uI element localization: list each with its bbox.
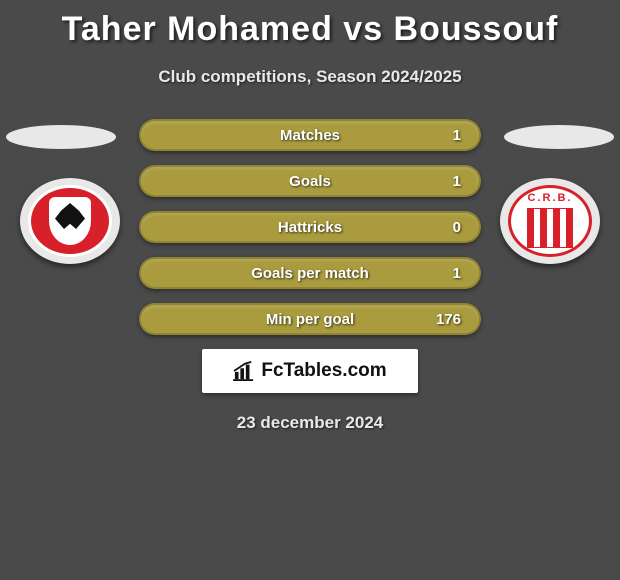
brand-box: FcTables.com — [202, 349, 418, 393]
stat-value: 1 — [453, 167, 461, 195]
page-subtitle: Club competitions, Season 2024/2025 — [0, 67, 620, 87]
stat-value: 176 — [436, 305, 461, 333]
brand-text: FcTables.com — [261, 360, 386, 382]
stat-label: Goals — [141, 167, 479, 195]
page-title: Taher Mohamed vs Boussouf — [0, 0, 620, 49]
stat-bar-goals-per-match: Goals per match 1 — [139, 257, 481, 289]
stat-bar-matches: Matches 1 — [139, 119, 481, 151]
stat-bar-min-per-goal: Min per goal 176 — [139, 303, 481, 335]
stat-value: 1 — [453, 121, 461, 149]
stat-value: 0 — [453, 213, 461, 241]
stat-label: Min per goal — [141, 305, 479, 333]
stats-container: Matches 1 Goals 1 Hattricks 0 Goals per … — [0, 119, 620, 433]
stat-bar-goals: Goals 1 — [139, 165, 481, 197]
date-text: 23 december 2024 — [0, 413, 620, 433]
stat-label: Hattricks — [141, 213, 479, 241]
stat-bar-hattricks: Hattricks 0 — [139, 211, 481, 243]
stat-label: Matches — [141, 121, 479, 149]
bar-chart-icon — [233, 361, 255, 381]
stat-value: 1 — [453, 259, 461, 287]
stat-label: Goals per match — [141, 259, 479, 287]
